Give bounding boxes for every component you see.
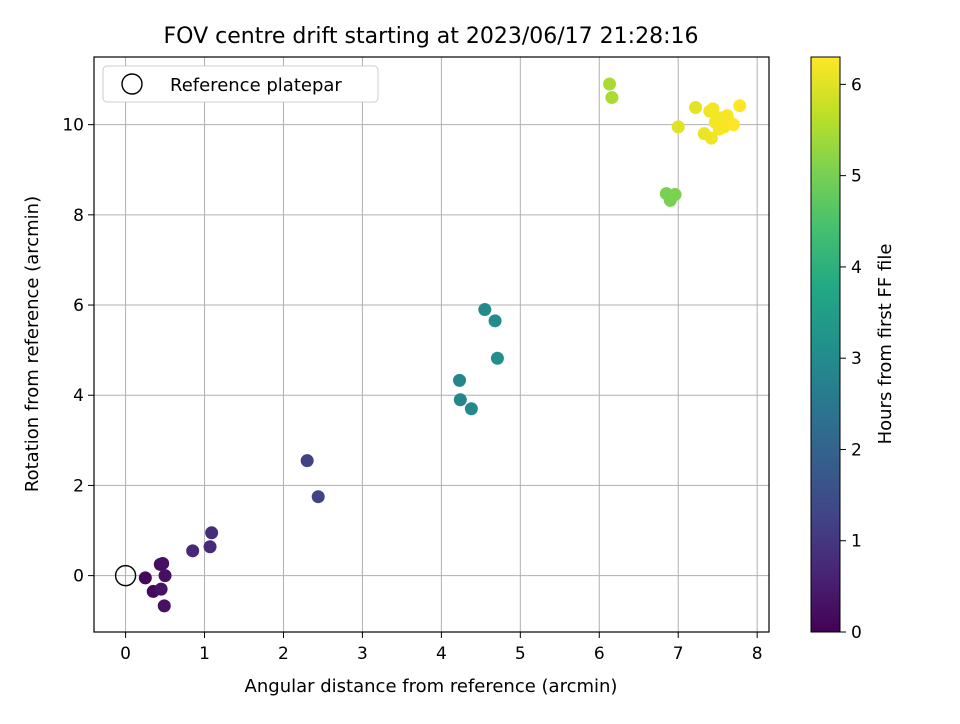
x-tick-label: 7 [673,644,684,664]
colorbar-ticks: 0 1 2 3 4 5 6 [840,75,862,643]
data-point [671,120,685,134]
data-point [157,599,171,613]
x-axis-ticks: 0 1 2 3 4 5 6 7 8 [120,632,763,664]
colorbar-tick-label: 1 [851,532,862,552]
data-point [689,101,703,115]
data-point [453,393,467,407]
data-point [203,540,217,554]
x-tick-label: 2 [278,644,289,664]
data-point [453,373,467,387]
x-tick-label: 6 [594,644,605,664]
data-point [205,526,219,540]
x-tick-label: 3 [357,644,368,664]
legend-box [102,65,379,103]
data-point [186,544,200,558]
legend-marker [121,73,143,95]
colorbar-tick-label: 3 [851,349,862,369]
x-tick-label: 1 [199,644,210,664]
chart-title: FOV centre drift starting at 2023/06/17 … [164,24,699,49]
y-tick-label: 4 [73,386,84,406]
x-axis-label: Angular distance from reference (arcmin) [245,676,618,697]
data-point [156,556,170,570]
data-point [311,490,325,504]
legend-label: Reference platepar [170,75,342,96]
data-point [300,454,314,468]
colorbar-tick-label: 4 [851,258,862,278]
y-tick-label: 10 [62,116,84,136]
x-tick-label: 5 [515,644,526,664]
y-tick-label: 0 [73,567,84,587]
data-point [154,582,168,596]
grid-lines [94,57,769,632]
data-point [478,303,492,317]
data-point [726,118,740,132]
data-points [138,77,747,613]
colorbar-tick-label: 6 [851,75,862,95]
x-tick-label: 4 [436,644,447,664]
data-point [733,99,747,113]
colorbar-tick-label: 2 [851,440,862,460]
data-point [668,188,682,202]
y-tick-label: 2 [73,476,84,496]
data-point [464,402,478,416]
colorbar-label: Hours from first FF file [875,244,896,445]
data-point [138,571,152,585]
data-point [490,351,504,365]
data-point [605,91,619,105]
data-point [603,77,617,91]
x-tick-label: 0 [120,644,131,664]
y-axis-label: Rotation from reference (arcmin) [22,196,43,492]
colorbar-tick-label: 0 [851,623,862,643]
data-point [488,314,502,328]
y-axis-ticks: 0 2 4 6 8 10 [62,116,94,587]
colorbar: 0 1 2 3 4 5 6 Hours from first FF file [810,56,896,643]
reference-marker [114,564,137,587]
x-tick-label: 8 [752,644,763,664]
data-point [704,131,718,145]
data-point [706,102,720,116]
data-point [158,569,172,583]
colorbar-tick-label: 5 [851,167,862,187]
legend: Reference platepar [102,65,379,103]
y-tick-label: 6 [73,296,84,316]
y-tick-label: 8 [73,206,84,226]
plot-frame [93,56,770,633]
colorbar-gradient [810,56,841,633]
